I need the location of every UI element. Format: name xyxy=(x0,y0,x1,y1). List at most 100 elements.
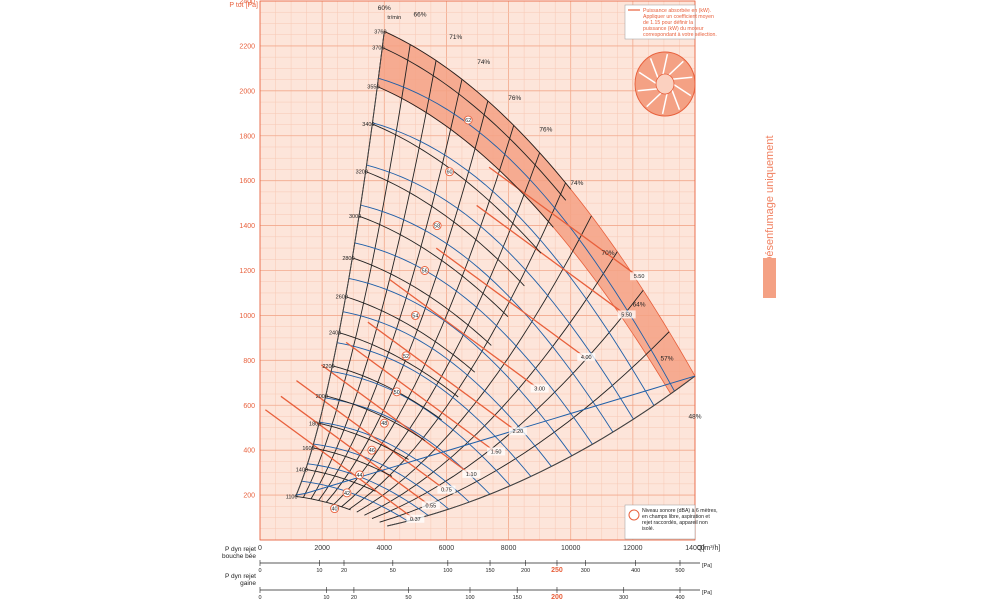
dyn-rejet-tick-label: 20 xyxy=(341,568,347,574)
operating-ray-line xyxy=(371,290,644,519)
speed-label-1100: 1100 xyxy=(286,494,298,500)
plot-frame xyxy=(259,0,696,541)
efficiency-label: 64% xyxy=(633,301,646,308)
dyn-gaine-label: P dyn rejet xyxy=(225,573,256,580)
power-label-bg xyxy=(617,310,636,319)
noise-marker xyxy=(401,351,411,361)
y-tick-label: 200 xyxy=(243,493,255,500)
power-label-bg xyxy=(462,469,481,478)
x-tick-label: 4000 xyxy=(376,545,392,552)
power-label: 4.00 xyxy=(581,355,592,361)
impeller-blade xyxy=(649,58,660,80)
noise-label: 42 xyxy=(344,491,350,497)
dyn-rejet-tick-label: 300 xyxy=(581,568,590,574)
envelope-left xyxy=(295,31,385,497)
speed-label-1400: 1400 xyxy=(296,467,308,473)
power-label-bg xyxy=(406,514,425,523)
operating-ray-line xyxy=(356,215,592,513)
y-tick-label: 1600 xyxy=(239,178,255,185)
speed-label-1600: 1600 xyxy=(302,446,314,452)
axes: 0 2000 4000 6000 8000 10000 12000 14000 200 400 60… xyxy=(229,0,720,552)
noise-marker xyxy=(342,488,352,498)
dyn-rejet-tick-label: 250 xyxy=(551,567,563,574)
efficiency-label: 57% xyxy=(661,355,674,362)
noise-legend-line: isolé. xyxy=(642,526,654,532)
impeller-hub xyxy=(655,73,675,95)
operating-ray-line xyxy=(318,79,463,501)
speed-curve-1600 xyxy=(312,447,393,477)
power-line xyxy=(488,166,640,278)
dyn-gaine-tick-label: 300 xyxy=(619,595,628,600)
noise-label: 60 xyxy=(446,170,452,176)
noise-marker xyxy=(445,167,454,177)
y-tick-label: 600 xyxy=(243,403,255,410)
power-legend-line: puissance (kW) du moteur xyxy=(643,26,704,32)
dyn-rejet-label: bouche bée xyxy=(222,553,256,560)
chart-labels: 1100 1400 1600 1800 2000 2200 2400 2600 2800 3000… xyxy=(286,5,702,523)
power-label-bg xyxy=(630,272,649,281)
power-label: 0.75 xyxy=(441,488,452,494)
power-label: 2.20 xyxy=(513,429,524,435)
power-lines xyxy=(264,166,640,521)
x-axis-label: Q[m³/h] xyxy=(697,545,720,552)
dyn-rejet-tick-label: 10 xyxy=(316,568,322,574)
efficiency-label: 74% xyxy=(570,180,583,187)
power-label: 3.00 xyxy=(534,387,545,393)
efficiency-curve xyxy=(360,204,614,433)
impeller-blade xyxy=(671,76,693,81)
dyn-gaine-tick-label: 0 xyxy=(258,595,261,600)
speed-label-2000: 2000 xyxy=(316,394,328,400)
speed-curves xyxy=(295,30,696,527)
noise-marker xyxy=(367,445,377,455)
power-label-bg xyxy=(437,485,456,494)
legend: Puissance absorbée en (kW).Appliquer un … xyxy=(624,4,718,540)
efficiency-label: 60% xyxy=(378,5,391,12)
dyn-gaine-unit: [Pa] xyxy=(702,590,712,596)
efficiency-curve xyxy=(313,443,450,510)
noise-marker xyxy=(410,310,420,320)
impeller-blade xyxy=(666,60,684,77)
speed-label-1800: 1800 xyxy=(309,421,321,427)
dyn-rejet-tick-label: 50 xyxy=(390,568,396,574)
power-label-bg xyxy=(577,353,596,362)
efficiency-curve xyxy=(336,342,532,477)
speed-label-2800: 2800 xyxy=(342,256,354,262)
speed-curve-3000 xyxy=(358,215,509,317)
power-line xyxy=(296,380,447,492)
noise-label: 50 xyxy=(394,390,400,396)
noise-marker xyxy=(330,504,340,514)
y-axis-label: P tot [Pa] xyxy=(229,2,258,9)
fan-impeller-icon xyxy=(634,51,696,117)
noise-marker xyxy=(420,266,430,275)
noise-marker xyxy=(392,387,402,397)
noise-label: 62 xyxy=(465,118,471,124)
side-label-text: Désenfumage uniquement xyxy=(764,135,776,264)
dyn-gaine-tick-label: 10 xyxy=(323,595,329,600)
efficiency-curve xyxy=(319,421,470,503)
power-line xyxy=(280,395,432,507)
speed-curve-3400 xyxy=(372,123,542,254)
impeller-blade xyxy=(661,91,669,115)
speed-curve-3550 xyxy=(377,86,554,228)
noise-label: 54 xyxy=(412,313,418,319)
power-label-bg xyxy=(421,501,440,510)
dyn-gaine-tick-label: 400 xyxy=(675,595,684,600)
noise-label: 56 xyxy=(422,269,428,275)
impeller-blade xyxy=(672,83,692,97)
dyn-rejet-tick-label: 0 xyxy=(258,568,261,574)
efficiency-curve xyxy=(378,77,675,392)
power-label-bg xyxy=(530,384,549,393)
y-tick-label: 800 xyxy=(243,358,255,365)
speed-curve-3760 xyxy=(384,30,572,190)
side-label-swatch xyxy=(763,258,776,298)
envelope-right xyxy=(387,375,696,527)
power-legend-box xyxy=(624,4,696,40)
dyn-gaine-tick-label: 100 xyxy=(465,595,474,600)
power-line xyxy=(435,247,587,359)
noise-label: 58 xyxy=(434,224,440,230)
noise-legend-swatch xyxy=(628,509,640,521)
y-tick-label: 2200 xyxy=(239,43,255,50)
dyn-rejet-label: P dyn rejet xyxy=(225,546,256,553)
power-label: 1.10 xyxy=(466,472,477,478)
power-line xyxy=(476,204,628,316)
